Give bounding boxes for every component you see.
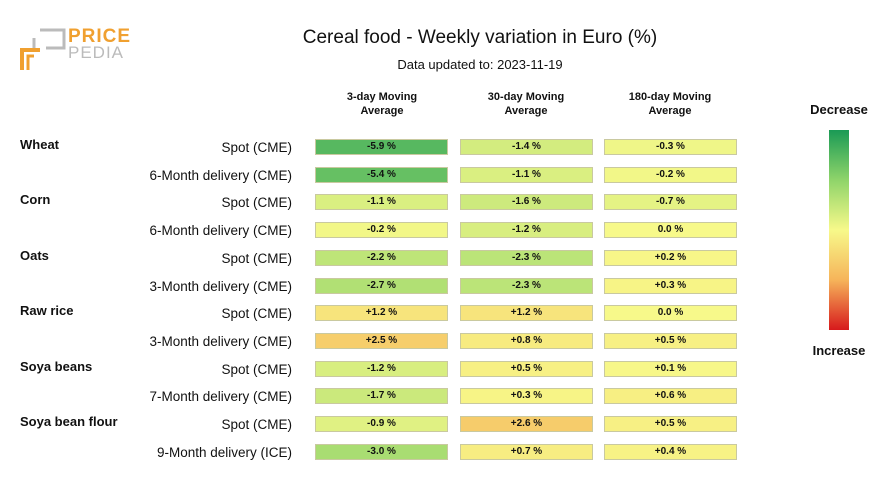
value-cell: +0.1 % xyxy=(604,360,737,377)
value-cell: -1.1 % xyxy=(460,166,593,183)
value-cell: -2.2 % xyxy=(315,249,448,266)
column-header-line1: 3-day Moving xyxy=(346,91,418,103)
value-cell: -0.3 % xyxy=(604,139,737,155)
value-cell: -0.7 % xyxy=(604,194,737,211)
group-label: Soya beans xyxy=(20,358,93,374)
logo-price-text: PRICE xyxy=(68,26,132,47)
value-cell: +2.6 % xyxy=(460,416,593,432)
chart-subtitle: Data updated to: 2023-11-19 xyxy=(397,57,563,72)
value-cell: +0.7 % xyxy=(460,443,593,460)
legend-increase-label: Increase xyxy=(812,343,866,358)
row-label: Spot (CME) xyxy=(221,417,292,432)
value-cell: +0.5 % xyxy=(604,416,737,432)
column-header-line1: 180-day Moving xyxy=(628,91,712,103)
column-header-line2: Average xyxy=(504,105,548,117)
column-header: 180-day Moving Average xyxy=(590,90,750,118)
value-cell: -0.2 % xyxy=(604,166,737,183)
row-label: 6-Month delivery (CME) xyxy=(149,167,292,183)
value-cell: +1.2 % xyxy=(315,305,448,322)
column-header-line1: 30-day Moving xyxy=(487,91,565,103)
row-label: Spot (CME) xyxy=(221,195,292,211)
legend-color-scale xyxy=(829,130,849,330)
row-label: 9-Month delivery (ICE) xyxy=(156,444,292,460)
value-cell: -5.9 % xyxy=(315,139,448,155)
value-cell: -0.9 % xyxy=(315,416,448,432)
group-label: Oats xyxy=(20,247,49,263)
value-cell: +0.3 % xyxy=(460,388,593,405)
value-cell: -1.2 % xyxy=(460,222,593,239)
value-cell: -1.2 % xyxy=(315,360,448,377)
row-label: 7-Month delivery (CME) xyxy=(149,389,292,405)
column-header: 3-day Moving Average xyxy=(302,90,462,118)
column-header-line2: Average xyxy=(360,105,404,117)
column-header-line2: Average xyxy=(648,105,692,117)
group-label: Raw rice xyxy=(20,303,74,319)
value-cell: +0.5 % xyxy=(604,332,737,349)
row-label: Spot (CME) xyxy=(221,140,292,155)
value-cell: 0.0 % xyxy=(604,305,737,322)
value-cell: -1.7 % xyxy=(315,388,448,405)
row-label: 3-Month delivery (CME) xyxy=(149,278,292,294)
row-label: Spot (CME) xyxy=(221,306,292,322)
group-label: Wheat xyxy=(20,137,59,152)
value-cell: 0.0 % xyxy=(604,222,737,239)
group-label: Soya bean flour xyxy=(20,414,118,429)
value-cell: -2.3 % xyxy=(460,249,593,266)
value-cell: -2.7 % xyxy=(315,277,448,294)
column-header: 30-day Moving Average xyxy=(446,90,606,118)
value-cell: +0.6 % xyxy=(604,388,737,405)
value-cell: +0.8 % xyxy=(460,332,593,349)
value-cell: -5.4 % xyxy=(315,166,448,183)
row-label: Spot (CME) xyxy=(221,250,292,266)
value-cell: -1.1 % xyxy=(315,194,448,211)
value-cell: +2.5 % xyxy=(315,332,448,349)
value-cell: +0.3 % xyxy=(604,277,737,294)
value-cell: +0.2 % xyxy=(604,249,737,266)
logo-mark-icon xyxy=(20,28,66,70)
value-cell: -3.0 % xyxy=(315,443,448,460)
logo-pedia-text: PEDIA xyxy=(68,43,125,62)
row-label: Spot (CME) xyxy=(221,361,292,377)
value-cell: +0.4 % xyxy=(604,443,737,460)
value-cell: -1.4 % xyxy=(460,139,593,155)
group-label: Corn xyxy=(20,192,51,208)
value-cell: -0.2 % xyxy=(315,222,448,239)
value-cell: -1.6 % xyxy=(460,194,593,211)
value-cell: -2.3 % xyxy=(460,277,593,294)
value-cell: +0.5 % xyxy=(460,360,593,377)
value-cell: +1.2 % xyxy=(460,305,593,322)
legend-decrease-label: Decrease xyxy=(810,102,868,117)
row-label: 3-Month delivery (CME) xyxy=(149,333,292,349)
chart-title: Cereal food - Weekly variation in Euro (… xyxy=(302,27,658,48)
row-label: 6-Month delivery (CME) xyxy=(149,223,292,239)
pricepedia-logo: PRICE PEDIA xyxy=(20,26,130,76)
